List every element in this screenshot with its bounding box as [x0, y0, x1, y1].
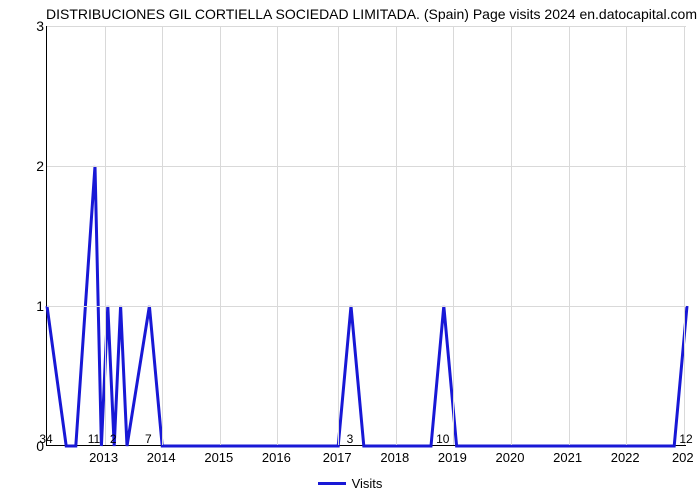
- visits-chart: DISTRIBUCIONES GIL CORTIELLA SOCIEDAD LI…: [0, 0, 700, 500]
- vgridline: [453, 26, 454, 445]
- visits-line: [47, 26, 687, 446]
- y-tick-label: 1: [4, 298, 44, 314]
- vgridline: [338, 26, 339, 445]
- point-value-label: 7: [145, 432, 152, 446]
- x-tick-label: 202: [672, 450, 694, 465]
- point-value-label: 2: [110, 432, 117, 446]
- x-tick-label: 2018: [380, 450, 409, 465]
- chart-title: DISTRIBUCIONES GIL CORTIELLA SOCIEDAD LI…: [46, 6, 697, 22]
- y-tick-label: 3: [4, 18, 44, 34]
- point-value-label: 12: [679, 432, 692, 446]
- x-tick-label: 2017: [323, 450, 352, 465]
- plot-area: [46, 26, 686, 446]
- legend: Visits: [0, 476, 700, 491]
- x-tick-label: 2019: [438, 450, 467, 465]
- y-tick-label: 2: [4, 158, 44, 174]
- x-tick-label: 2015: [204, 450, 233, 465]
- point-value-label: 11: [88, 432, 100, 446]
- x-tick-label: 2013: [89, 450, 118, 465]
- point-value-label: 3: [347, 432, 354, 446]
- x-tick-label: 2022: [611, 450, 640, 465]
- vgridline: [511, 26, 512, 445]
- vgridline: [162, 26, 163, 445]
- x-tick-label: 2020: [496, 450, 525, 465]
- vgridline: [684, 26, 685, 445]
- x-tick-label: 2016: [262, 450, 291, 465]
- x-tick-label: 2014: [147, 450, 176, 465]
- vgridline: [277, 26, 278, 445]
- y-tick-label: 0: [4, 438, 44, 454]
- x-tick-label: 2021: [553, 450, 582, 465]
- vgridline: [105, 26, 106, 445]
- vgridline: [626, 26, 627, 445]
- legend-label: Visits: [352, 476, 383, 491]
- vgridline: [396, 26, 397, 445]
- vgridline: [220, 26, 221, 445]
- legend-swatch: [318, 482, 346, 485]
- point-value-label: 10: [436, 432, 449, 446]
- point-value-label: 34: [39, 432, 52, 446]
- hgridline: [47, 166, 686, 167]
- hgridline: [47, 306, 686, 307]
- hgridline: [47, 26, 686, 27]
- vgridline: [569, 26, 570, 445]
